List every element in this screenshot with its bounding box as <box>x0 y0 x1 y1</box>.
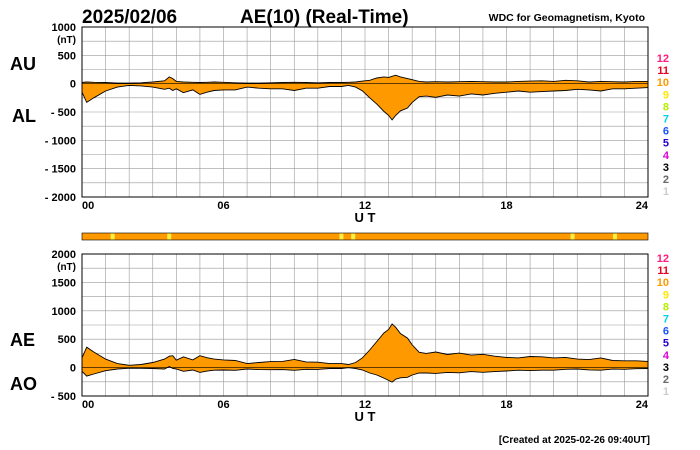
x-axis-label: U T <box>355 210 376 225</box>
grid-lines <box>81 253 649 397</box>
station-count-label: 8 <box>663 301 669 313</box>
station-count-label: 3 <box>663 362 669 374</box>
series-line-lower <box>81 365 649 383</box>
y-tick-label: 1500 <box>52 277 76 289</box>
station-count-label: 7 <box>663 114 669 126</box>
data-source: WDC for Geomagnetism, Kyoto <box>489 12 645 24</box>
x-tick-label: 00 <box>82 200 94 212</box>
plot-frame <box>81 253 649 397</box>
y-tick-label: - 500 <box>51 391 76 403</box>
station-count-label: 5 <box>663 138 669 150</box>
station-count-label: 5 <box>663 338 669 350</box>
y-tick-label: 1000 <box>52 306 76 318</box>
station-strip-marker <box>110 233 115 240</box>
y-tick-label: 500 <box>58 334 76 346</box>
x-tick-label: 18 <box>500 200 512 212</box>
station-strip-bar <box>81 232 649 241</box>
series-line-lower <box>81 84 649 121</box>
station-count-label: 3 <box>663 162 669 174</box>
x-tick-label: 06 <box>217 399 229 411</box>
series-area-fill <box>82 75 648 120</box>
y-axis-label: (nT) <box>57 35 76 46</box>
created-timestamp: [Created at 2025-02-26 09:40UT] <box>499 435 650 446</box>
plot-title: AE(10) (Real-Time) <box>240 7 409 28</box>
station-count-label: 7 <box>663 314 669 326</box>
station-count-label: 6 <box>663 126 669 138</box>
station-count-label: 12 <box>657 253 669 265</box>
x-tick-label: 18 <box>500 399 512 411</box>
ao-label: AO <box>10 374 37 394</box>
plot-date: 2025/02/06 <box>82 7 177 28</box>
al-label: AL <box>12 106 36 126</box>
y-tick-label: 0 <box>70 79 76 91</box>
x-tick-label: 24 <box>636 399 649 411</box>
station-count-label: 4 <box>663 150 670 162</box>
au-al-chart: 1000 500 0 - 500 - 1000 - 1500 - 2000 (nT) 00 06 1… <box>45 22 649 225</box>
station-count-label: 9 <box>663 89 669 101</box>
x-axis-label: U T <box>355 409 376 424</box>
station-count-strip <box>81 232 649 241</box>
y-tick-label: 500 <box>58 50 76 62</box>
y-tick-label: - 1000 <box>45 135 76 147</box>
station-strip-marker <box>351 233 356 240</box>
station-count-label: 11 <box>657 65 669 77</box>
y-tick-label: 0 <box>70 363 76 375</box>
station-strip-marker <box>167 233 172 240</box>
x-tick-label: 06 <box>217 200 229 212</box>
x-tick-label: 12 <box>359 399 371 411</box>
series-line-upper <box>81 323 649 366</box>
station-count-label: 10 <box>657 277 669 289</box>
y-tick-label: - 2000 <box>45 192 76 204</box>
x-tick-label: 24 <box>636 200 649 212</box>
station-count-label: 12 <box>657 53 669 65</box>
station-count-label: 6 <box>663 326 669 338</box>
station-count-label: 1 <box>663 386 669 398</box>
y-tick-label: - 1500 <box>45 164 76 176</box>
station-count-label: 9 <box>663 289 669 301</box>
station-strip-marker <box>612 233 617 240</box>
x-tick-label: 12 <box>359 200 371 212</box>
x-tick-label: 00 <box>82 399 94 411</box>
grid-lines <box>81 26 649 198</box>
y-tick-label: 1000 <box>52 22 76 34</box>
y-tick-label: - 500 <box>51 107 76 119</box>
ae-ao-chart: 2000 1500 1000 500 0 - 500 (nT) 00 06 12 18 24 U T <box>51 249 649 424</box>
y-tick-label: 2000 <box>52 249 76 261</box>
station-count-label: 11 <box>657 265 669 277</box>
station-count-label: 2 <box>663 174 669 186</box>
ae-label: AE <box>10 330 35 350</box>
plot-frame <box>81 26 649 198</box>
au-label: AU <box>10 54 36 74</box>
station-strip-marker <box>570 233 575 240</box>
station-count-label: 2 <box>663 374 669 386</box>
y-axis-label: (nT) <box>57 262 76 273</box>
station-strip-marker <box>339 233 344 240</box>
series-line-upper <box>81 74 648 84</box>
station-count-label: 4 <box>663 350 670 362</box>
station-count-label: 8 <box>663 101 669 113</box>
station-count-label: 10 <box>657 77 669 89</box>
station-count-label: 1 <box>663 186 669 198</box>
